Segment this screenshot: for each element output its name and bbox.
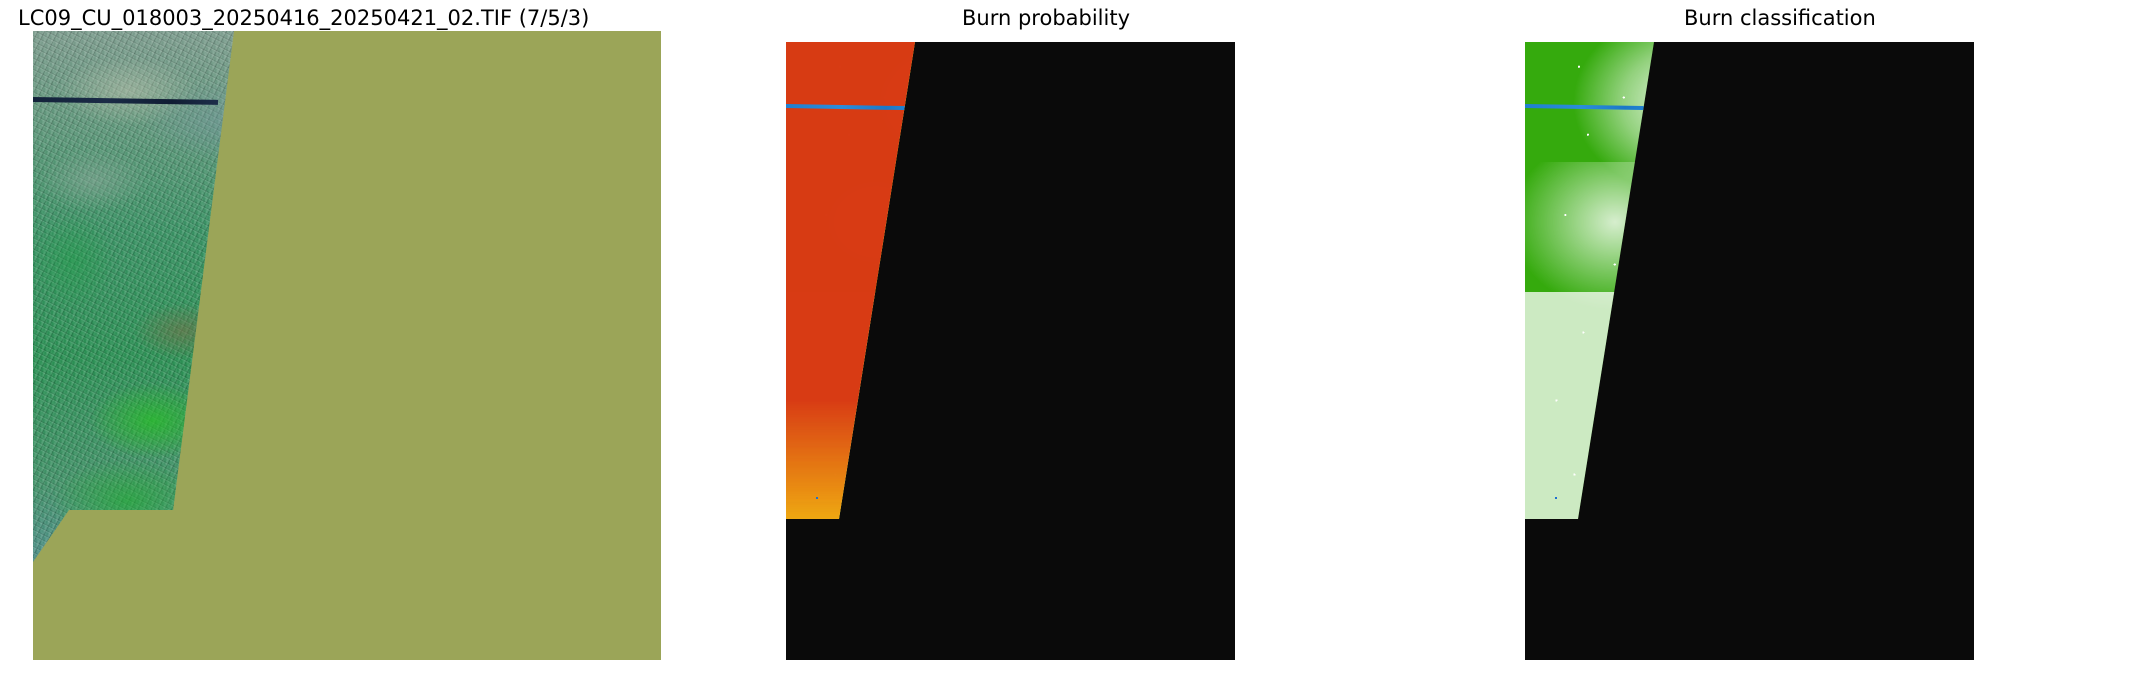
- blue-pixel-probability: [882, 272, 884, 274]
- image-axes-burn-probability[interactable]: [786, 42, 1235, 660]
- blue-pixel-classification: [1621, 272, 1623, 274]
- burn-probability-swath: [786, 42, 915, 519]
- burn-classification-swath: [1525, 42, 1654, 519]
- panel-title-burn-probability: Burn probability: [962, 6, 1131, 30]
- swath-nodata-lower-rgb: [33, 510, 243, 660]
- panel-title-rgb-composite: LC09_CU_018003_20250416_20250421_02.TIF …: [18, 6, 590, 30]
- blue-pixel-probability: [860, 440, 862, 442]
- panel-title-burn-classification: Burn classification: [1684, 6, 1876, 30]
- image-axes-burn-classification[interactable]: [1525, 42, 1974, 660]
- speckle-red-probability: [786, 42, 915, 519]
- blue-pixel-probability: [816, 497, 818, 499]
- blue-pixel-classification: [1555, 497, 1557, 499]
- image-axes-rgb-composite[interactable]: [33, 31, 661, 660]
- speckle-low-classification: [1525, 292, 1654, 519]
- blue-pixel-classification: [1599, 440, 1601, 442]
